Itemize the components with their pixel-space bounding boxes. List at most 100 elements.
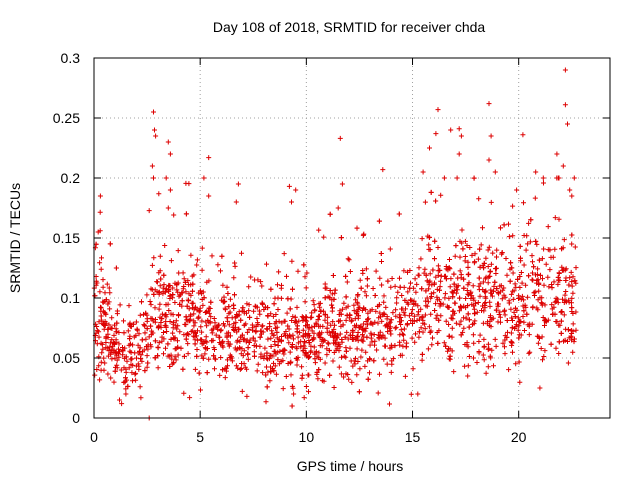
data-point [167,151,173,157]
data-point [531,290,537,296]
data-point [281,251,287,257]
data-point [244,337,250,343]
data-point [198,324,204,330]
data-point [278,285,284,291]
data-point [245,356,251,362]
data-point [475,300,481,305]
data-point [105,326,111,332]
data-point [450,308,456,314]
data-point [167,187,173,193]
data-point [251,349,257,355]
data-point [501,308,507,314]
data-point [299,364,305,370]
data-point [316,227,322,233]
data-point [191,323,197,329]
data-point [420,317,426,323]
data-point [306,340,312,346]
data-point [367,342,373,348]
data-point [264,384,270,390]
data-point [286,183,292,189]
data-point [451,281,457,287]
data-point [253,329,259,335]
data-point [415,391,421,397]
data-point [325,314,331,320]
data-point [206,356,212,362]
data-point [105,301,111,307]
data-point [100,284,106,290]
data-point [563,299,569,305]
data-point [94,367,100,372]
data-point [113,326,119,332]
data-point [209,338,215,344]
data-point [480,287,486,293]
data-point [177,329,183,335]
data-point [295,268,301,274]
data-point [429,342,435,348]
data-point [252,353,257,359]
data-point [336,312,342,317]
data-point [539,334,545,340]
data-point [215,262,221,268]
data-point [409,307,415,313]
data-point [279,320,285,326]
data-point [465,311,471,317]
data-point [170,312,176,318]
data-point [458,272,464,278]
data-point [386,320,392,326]
data-point [325,320,331,326]
data-point [97,193,103,199]
data-point [325,340,331,346]
data-point [344,279,350,285]
data-point [449,289,455,295]
data-point [116,330,122,335]
data-point [316,350,322,356]
data-point [203,309,209,315]
data-point [119,401,125,407]
data-point [452,253,458,259]
data-point [284,273,289,279]
data-point [169,295,175,301]
data-point [478,242,484,248]
data-point [309,310,315,316]
data-point [245,345,251,351]
data-point [290,342,295,347]
data-point [137,384,143,390]
data-point [418,256,424,262]
data-point [287,306,293,312]
data-point [95,229,101,235]
data-point [216,322,222,328]
data-point [569,279,575,285]
data-point [227,341,233,347]
data-point [367,356,373,362]
data-point [158,320,164,325]
data-point [551,279,557,285]
data-point [468,290,473,296]
data-point [548,341,554,347]
data-point [329,302,335,308]
data-point [341,374,347,380]
data-point [528,217,534,223]
data-point [469,252,475,258]
data-point [186,282,192,288]
data-point [458,318,464,324]
data-point [330,273,336,278]
data-point [536,280,542,286]
data-point [526,273,532,279]
data-point [475,256,481,262]
data-point [321,234,327,240]
data-point [316,355,322,361]
data-point [171,319,176,325]
data-point [96,363,102,369]
data-point [227,355,233,360]
data-point [327,288,333,293]
data-point [521,297,527,303]
data-point [173,318,179,324]
data-point [422,312,428,318]
data-point [506,221,511,227]
y-axis-label: SRMTID / TECUs [7,183,23,293]
data-point [123,375,128,381]
data-point [516,295,522,301]
data-point [526,332,532,338]
data-point [103,345,109,351]
data-point [365,310,371,316]
